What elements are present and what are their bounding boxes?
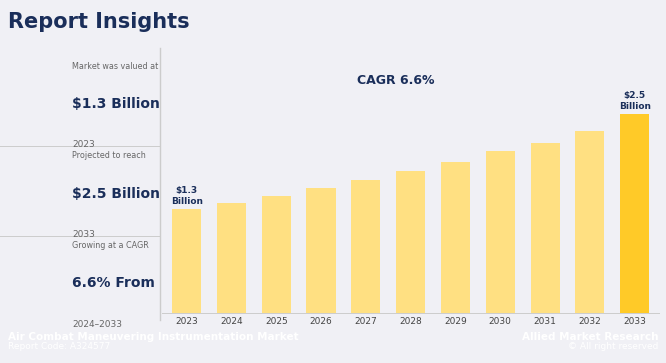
Bar xyxy=(486,151,515,313)
Text: Report Insights: Report Insights xyxy=(8,12,190,32)
Text: Projected to reach: Projected to reach xyxy=(72,151,146,160)
Bar xyxy=(396,171,425,313)
Text: $1.3 Billion: $1.3 Billion xyxy=(72,97,160,111)
Bar xyxy=(441,162,470,313)
Bar xyxy=(575,131,605,313)
Text: $2.5
Billion: $2.5 Billion xyxy=(619,91,651,111)
Text: © All right reserved: © All right reserved xyxy=(567,342,658,351)
Text: Air Combat Maneuvering Instrumentation Market: Air Combat Maneuvering Instrumentation M… xyxy=(8,332,298,342)
Text: Growing at a CAGR: Growing at a CAGR xyxy=(72,241,149,250)
Bar xyxy=(172,209,201,313)
Bar xyxy=(351,180,380,313)
Bar xyxy=(217,203,246,313)
Bar xyxy=(531,143,559,313)
Bar xyxy=(306,188,336,313)
Bar xyxy=(262,196,291,313)
Text: $2.5 Billion: $2.5 Billion xyxy=(72,187,160,201)
Text: $1.3
Billion: $1.3 Billion xyxy=(170,186,202,206)
Text: Allied Market Research: Allied Market Research xyxy=(521,332,658,342)
Text: 2033: 2033 xyxy=(72,230,95,239)
Text: 2023: 2023 xyxy=(72,140,95,150)
Text: 6.6% From: 6.6% From xyxy=(72,277,155,290)
Bar xyxy=(620,114,649,313)
Text: 2024–2033: 2024–2033 xyxy=(72,320,122,329)
Text: Market was valued at: Market was valued at xyxy=(72,62,159,70)
Text: Report Code: A324577: Report Code: A324577 xyxy=(8,342,111,351)
Text: CAGR 6.6%: CAGR 6.6% xyxy=(357,74,434,86)
